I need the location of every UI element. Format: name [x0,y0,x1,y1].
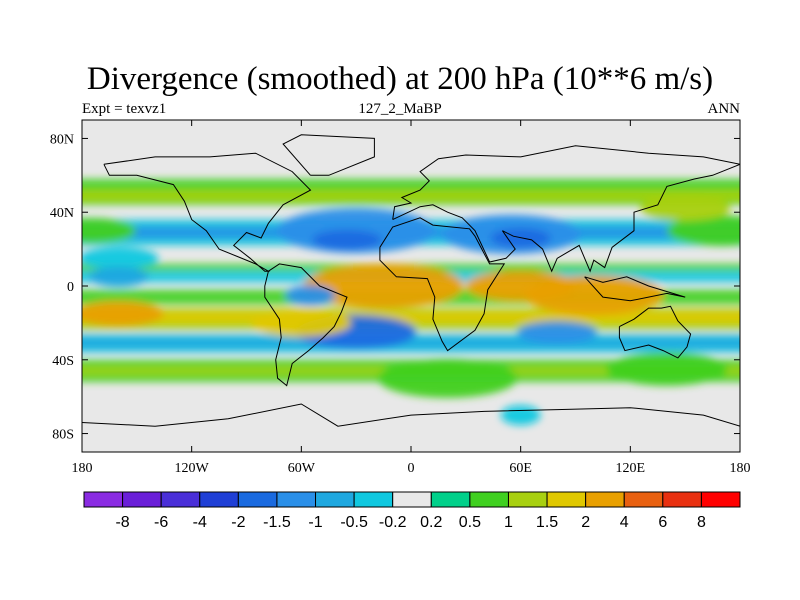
colorbar-label: -8 [115,514,129,531]
coastline-1 [264,263,348,387]
coastline-3 [392,145,740,273]
x-tick-label: 60E [509,461,532,476]
x-tick-label: 180 [72,461,93,476]
colorbar-label: -1 [308,514,322,531]
x-tick-label: 120W [175,461,210,476]
colorbar-label: -4 [193,514,207,531]
colorbar: -8 -6 -4 -2 -1.5 -1 -0.5 -0.2 0.2 0.5 1 1.5 2 4 6 8 [83,491,741,531]
colorbar-swatch [585,491,625,508]
x-tick-label: 120E [616,461,646,476]
field-wnp-storm [666,215,740,247]
coastline-6 [282,134,375,176]
colorbar-swatch [662,491,702,508]
field-so-band [377,358,518,398]
colorbar-swatch [700,491,741,508]
colorbar-label: 2 [581,514,590,531]
field-sh-ridge [82,301,164,327]
colorbar-label: 1 [504,514,513,531]
field-so-band-2 [606,352,727,386]
field-band-1 [82,190,740,202]
x-axis: 180 120W 60W 0 60E 120E 180 [72,120,751,476]
colorbar-swatch [507,491,548,508]
field-africa-high [303,263,464,309]
colorbar-label: -0.5 [340,514,368,531]
colorbar-swatch [276,491,317,508]
colorbar-label: 0.5 [459,514,481,531]
colorbar-label: -1.5 [263,514,291,531]
colorbar-swatch [546,491,587,508]
colorbar-swatch [315,491,355,508]
coastline-0 [103,152,312,272]
colorbar-label: 4 [620,514,629,531]
colorbar-swatch [160,491,201,508]
coastline-5 [82,403,740,427]
colorbar-swatch [353,491,394,508]
colorbar-label: -6 [154,514,168,531]
y-tick-label: 40N [50,206,74,221]
colorbar-swatch [469,491,509,508]
colorbar-label: -0.2 [379,514,407,531]
field-sh-ridge-2 [251,308,352,337]
y-tick-label: 80S [52,428,74,443]
colorbar-label: 1.5 [536,514,558,531]
y-tick-label: 40S [52,354,74,369]
y-axis: 80N 40N 0 40S 80S [50,132,740,443]
field-eq-pac-low [88,266,149,287]
coastline-7 [584,276,686,302]
field-npac-trough [82,247,159,270]
contour-fields [82,179,740,426]
field-natl-core [312,229,383,250]
season-label: ANN [707,101,741,117]
colorbar-swatch [392,491,432,508]
coastline-4 [618,305,692,359]
x-tick-label: 60W [288,461,316,476]
y-tick-label: 80N [50,132,74,147]
field-band-9 [82,311,740,323]
colorbar-label: 8 [697,514,706,531]
field-wpac-high [523,275,664,315]
field-antarctic-low [500,405,541,426]
field-sh-trough-2 [517,320,598,344]
coastlines [82,134,740,427]
field-eq-atl-low [285,285,336,306]
coastline-2 [379,217,506,352]
colorbar-swatch [623,491,664,508]
experiment-label: Expt = texvz1 [82,101,167,117]
field-npac-ridge [640,195,731,222]
y-tick-label: 0 [67,280,74,295]
x-tick-label: 0 [408,461,415,476]
field-band-11 [82,337,740,349]
case-label: 127_2_MaBP [358,101,442,117]
colorbar-swatch [430,491,471,508]
x-tick-label: 180 [730,461,751,476]
colorbar-label: -2 [231,514,245,531]
chart-title: Divergence (smoothed) at 200 hPa (10**6 … [86,61,714,97]
colorbar-swatch [122,491,162,508]
colorbar-swatch [199,491,239,508]
colorbar-label: 6 [658,514,667,531]
colorbar-swatch [237,491,278,508]
field-wnp-west [82,218,137,244]
colorbar-swatch [83,491,124,508]
colorbar-label: 0.2 [420,514,442,531]
